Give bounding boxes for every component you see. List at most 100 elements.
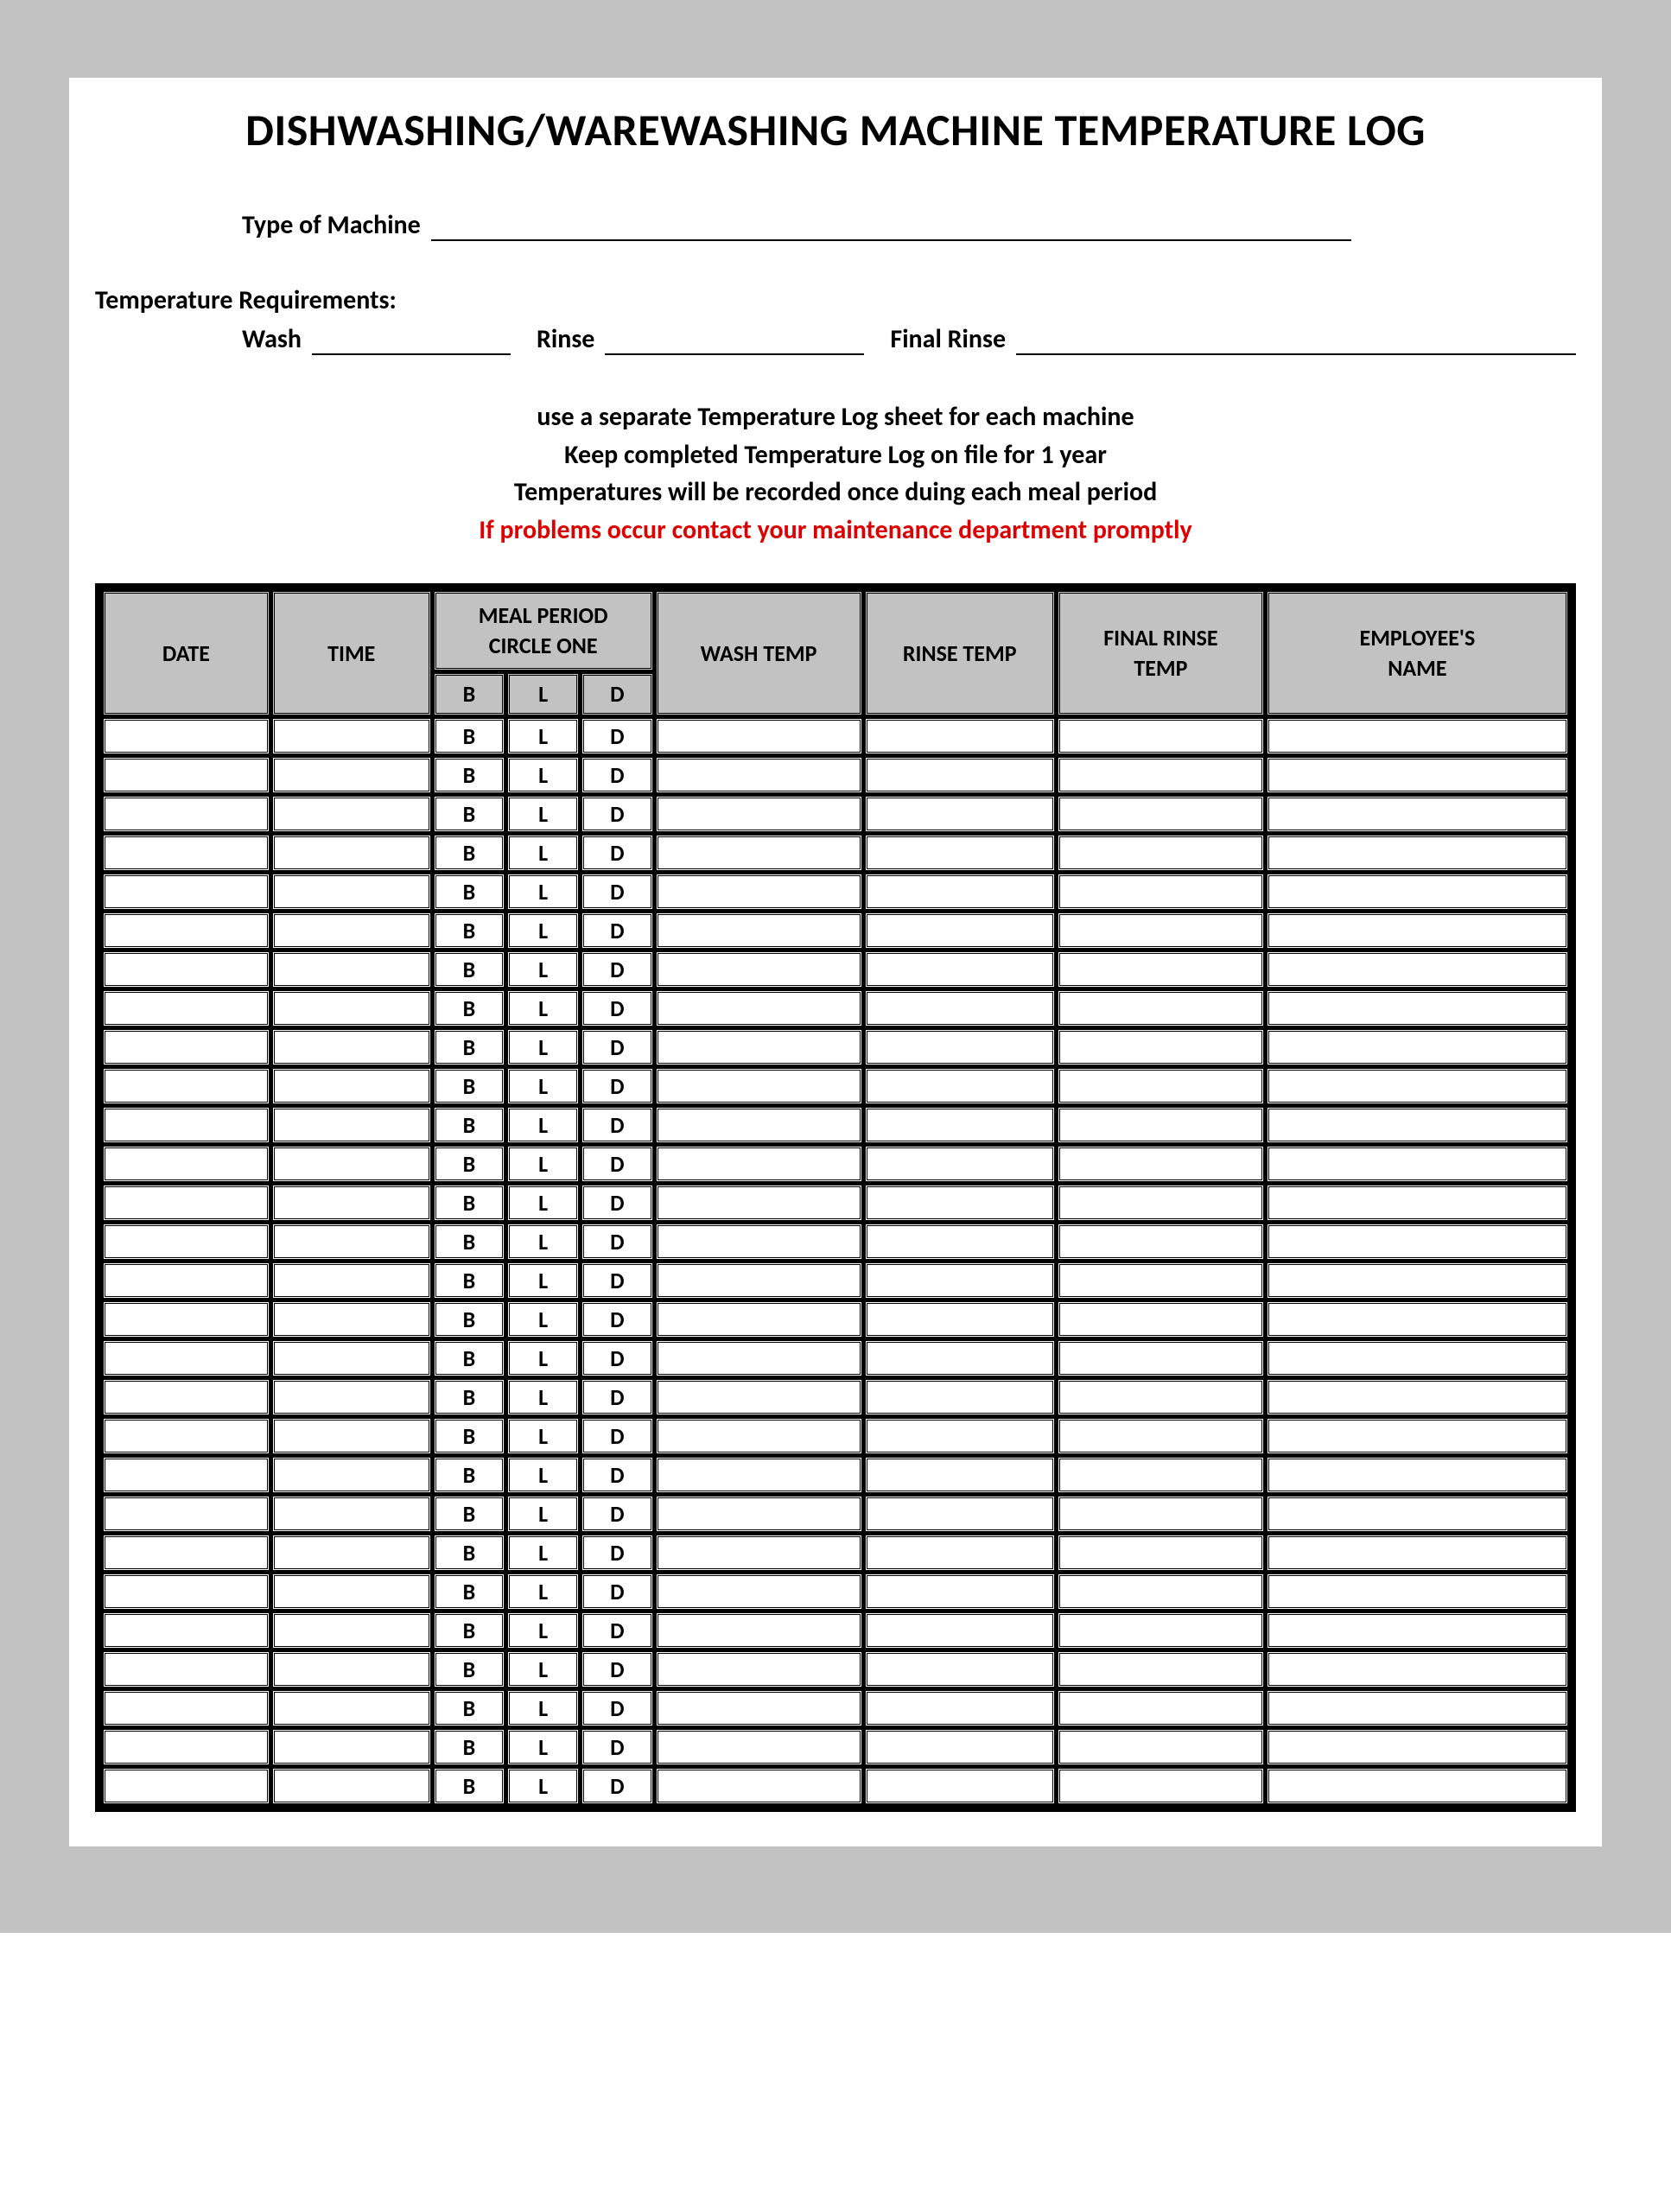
cell-wash-temp[interactable]	[656, 1224, 862, 1260]
cell-date[interactable]	[103, 874, 270, 910]
cell-final-rinse-temp[interactable]	[1058, 796, 1264, 832]
cell-rinse-temp[interactable]	[865, 1301, 1055, 1338]
cell-time[interactable]	[272, 990, 431, 1027]
cell-meal-l[interactable]: L	[507, 912, 579, 949]
cell-time[interactable]	[272, 1301, 431, 1338]
cell-time[interactable]	[272, 1651, 431, 1688]
cell-meal-l[interactable]: L	[507, 1612, 579, 1649]
cell-meal-d[interactable]: D	[581, 1029, 653, 1065]
cell-final-rinse-temp[interactable]	[1058, 1573, 1264, 1610]
cell-meal-l[interactable]: L	[507, 1379, 579, 1415]
cell-meal-d[interactable]: D	[581, 990, 653, 1027]
cell-rinse-temp[interactable]	[865, 1535, 1055, 1571]
cell-final-rinse-temp[interactable]	[1058, 1185, 1264, 1221]
cell-meal-b[interactable]: B	[434, 1457, 505, 1493]
cell-meal-b[interactable]: B	[434, 1612, 505, 1649]
cell-meal-b[interactable]: B	[434, 718, 505, 754]
cell-rinse-temp[interactable]	[865, 1185, 1055, 1221]
cell-rinse-temp[interactable]	[865, 874, 1055, 910]
cell-time[interactable]	[272, 1418, 431, 1454]
cell-wash-temp[interactable]	[656, 1301, 862, 1338]
cell-time[interactable]	[272, 951, 431, 988]
cell-rinse-temp[interactable]	[865, 1729, 1055, 1765]
cell-date[interactable]	[103, 1340, 270, 1376]
cell-employee-name[interactable]	[1267, 1146, 1568, 1182]
cell-meal-d[interactable]: D	[581, 1612, 653, 1649]
cell-meal-b[interactable]: B	[434, 1224, 505, 1260]
cell-employee-name[interactable]	[1267, 951, 1568, 988]
cell-meal-b[interactable]: B	[434, 835, 505, 871]
cell-rinse-temp[interactable]	[865, 990, 1055, 1027]
cell-employee-name[interactable]	[1267, 1029, 1568, 1065]
cell-wash-temp[interactable]	[656, 951, 862, 988]
cell-meal-b[interactable]: B	[434, 951, 505, 988]
cell-wash-temp[interactable]	[656, 1340, 862, 1376]
cell-meal-d[interactable]: D	[581, 1146, 653, 1182]
cell-final-rinse-temp[interactable]	[1058, 1146, 1264, 1182]
cell-employee-name[interactable]	[1267, 1457, 1568, 1493]
cell-employee-name[interactable]	[1267, 1107, 1568, 1143]
cell-meal-l[interactable]: L	[507, 1690, 579, 1726]
cell-wash-temp[interactable]	[656, 1690, 862, 1726]
cell-final-rinse-temp[interactable]	[1058, 1496, 1264, 1532]
cell-meal-d[interactable]: D	[581, 1651, 653, 1688]
cell-date[interactable]	[103, 1029, 270, 1065]
cell-meal-l[interactable]: L	[507, 1262, 579, 1299]
cell-meal-d[interactable]: D	[581, 1690, 653, 1726]
cell-time[interactable]	[272, 1340, 431, 1376]
cell-final-rinse-temp[interactable]	[1058, 1262, 1264, 1299]
cell-meal-b[interactable]: B	[434, 1029, 505, 1065]
cell-rinse-temp[interactable]	[865, 951, 1055, 988]
cell-meal-b[interactable]: B	[434, 1379, 505, 1415]
cell-meal-l[interactable]: L	[507, 951, 579, 988]
cell-employee-name[interactable]	[1267, 874, 1568, 910]
cell-meal-d[interactable]: D	[581, 718, 653, 754]
cell-rinse-temp[interactable]	[865, 1418, 1055, 1454]
cell-rinse-temp[interactable]	[865, 1768, 1055, 1804]
cell-date[interactable]	[103, 1768, 270, 1804]
cell-meal-d[interactable]: D	[581, 1262, 653, 1299]
cell-final-rinse-temp[interactable]	[1058, 1690, 1264, 1726]
cell-meal-d[interactable]: D	[581, 1457, 653, 1493]
cell-final-rinse-temp[interactable]	[1058, 1535, 1264, 1571]
cell-date[interactable]	[103, 1301, 270, 1338]
cell-time[interactable]	[272, 1496, 431, 1532]
cell-meal-d[interactable]: D	[581, 1573, 653, 1610]
cell-meal-l[interactable]: L	[507, 1496, 579, 1532]
cell-meal-l[interactable]: L	[507, 757, 579, 793]
cell-meal-b[interactable]: B	[434, 1729, 505, 1765]
cell-meal-b[interactable]: B	[434, 1573, 505, 1610]
cell-meal-l[interactable]: L	[507, 990, 579, 1027]
cell-rinse-temp[interactable]	[865, 1107, 1055, 1143]
cell-employee-name[interactable]	[1267, 1612, 1568, 1649]
cell-meal-d[interactable]: D	[581, 1535, 653, 1571]
cell-wash-temp[interactable]	[656, 1573, 862, 1610]
cell-final-rinse-temp[interactable]	[1058, 990, 1264, 1027]
cell-rinse-temp[interactable]	[865, 1690, 1055, 1726]
cell-meal-b[interactable]: B	[434, 796, 505, 832]
cell-meal-d[interactable]: D	[581, 757, 653, 793]
cell-date[interactable]	[103, 990, 270, 1027]
wash-input-line[interactable]	[312, 352, 511, 355]
cell-wash-temp[interactable]	[656, 1146, 862, 1182]
cell-rinse-temp[interactable]	[865, 1612, 1055, 1649]
cell-wash-temp[interactable]	[656, 835, 862, 871]
rinse-input-line[interactable]	[605, 352, 864, 355]
cell-meal-b[interactable]: B	[434, 1146, 505, 1182]
cell-date[interactable]	[103, 1068, 270, 1104]
cell-rinse-temp[interactable]	[865, 718, 1055, 754]
cell-time[interactable]	[272, 835, 431, 871]
cell-time[interactable]	[272, 1535, 431, 1571]
cell-date[interactable]	[103, 718, 270, 754]
cell-wash-temp[interactable]	[656, 912, 862, 949]
cell-meal-d[interactable]: D	[581, 912, 653, 949]
cell-wash-temp[interactable]	[656, 874, 862, 910]
cell-time[interactable]	[272, 874, 431, 910]
cell-time[interactable]	[272, 1690, 431, 1726]
cell-date[interactable]	[103, 1146, 270, 1182]
cell-meal-b[interactable]: B	[434, 1651, 505, 1688]
type-of-machine-input-line[interactable]	[431, 238, 1351, 241]
cell-employee-name[interactable]	[1267, 718, 1568, 754]
cell-meal-d[interactable]: D	[581, 1185, 653, 1221]
cell-meal-d[interactable]: D	[581, 1729, 653, 1765]
